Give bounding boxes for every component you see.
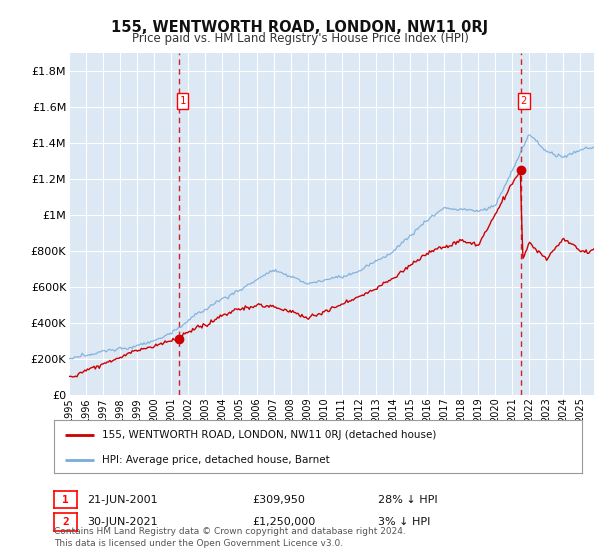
Text: 2: 2 [62, 517, 69, 527]
Text: 1: 1 [179, 96, 185, 106]
Text: Contains HM Land Registry data © Crown copyright and database right 2024.
This d: Contains HM Land Registry data © Crown c… [54, 527, 406, 548]
Text: HPI: Average price, detached house, Barnet: HPI: Average price, detached house, Barn… [101, 455, 329, 465]
Text: Price paid vs. HM Land Registry's House Price Index (HPI): Price paid vs. HM Land Registry's House … [131, 32, 469, 45]
Text: 155, WENTWORTH ROAD, LONDON, NW11 0RJ (detached house): 155, WENTWORTH ROAD, LONDON, NW11 0RJ (d… [101, 430, 436, 440]
Text: 28% ↓ HPI: 28% ↓ HPI [378, 494, 437, 505]
Text: 2: 2 [521, 96, 527, 106]
Text: £309,950: £309,950 [252, 494, 305, 505]
Text: £1,250,000: £1,250,000 [252, 517, 315, 527]
Text: 30-JUN-2021: 30-JUN-2021 [87, 517, 158, 527]
Text: 155, WENTWORTH ROAD, LONDON, NW11 0RJ: 155, WENTWORTH ROAD, LONDON, NW11 0RJ [112, 20, 488, 35]
Text: 21-JUN-2001: 21-JUN-2001 [87, 494, 158, 505]
Text: 1: 1 [62, 494, 69, 505]
Text: 3% ↓ HPI: 3% ↓ HPI [378, 517, 430, 527]
